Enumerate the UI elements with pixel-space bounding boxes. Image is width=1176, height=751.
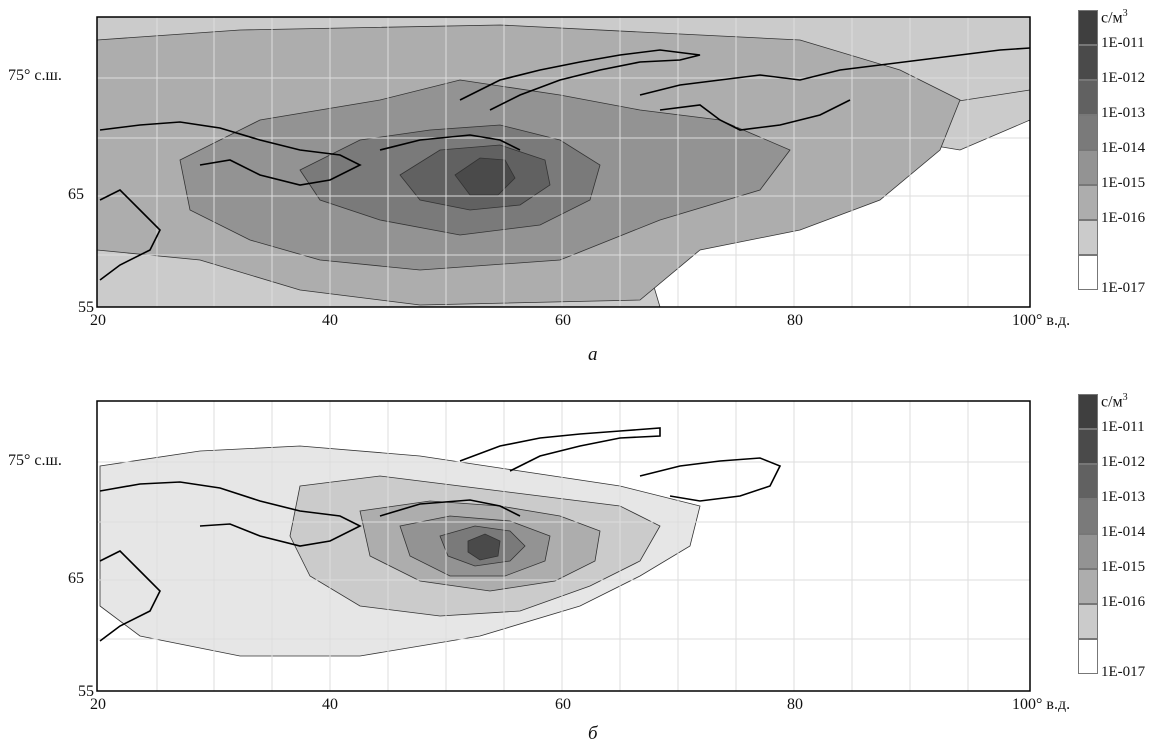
legend-swatch <box>1078 220 1098 255</box>
x-tick-80: 80 <box>787 696 803 713</box>
x-tick-60: 60 <box>555 696 571 713</box>
x-tick-60: 60 <box>555 312 571 329</box>
legend-swatch <box>1078 185 1098 220</box>
contour-map-a <box>96 16 1031 308</box>
legend-swatch <box>1078 80 1098 115</box>
y-tick-55: 55 <box>78 299 94 316</box>
legend-swatch <box>1078 429 1098 464</box>
coastline-b <box>99 427 782 642</box>
panel-caption-b: б <box>588 723 598 744</box>
x-tick-80: 80 <box>787 312 803 329</box>
x-tick-40: 40 <box>322 696 338 713</box>
y-tick-65: 65 <box>68 186 84 203</box>
x-tick-100: 100° в.д. <box>1012 696 1071 713</box>
legend-level: 1E-011 <box>1101 35 1145 51</box>
legend-swatch <box>1078 150 1098 185</box>
legend-swatch <box>1078 569 1098 604</box>
map-panel-a: 75° с.ш. 65 55 20 40 60 80 100° в.д. а с… <box>0 0 1176 375</box>
map-panel-b: 75° с.ш. 65 55 20 40 60 80 100° в.д. б с… <box>0 376 1176 751</box>
legend-level: 1E-015 <box>1101 559 1146 575</box>
legend-swatch <box>1078 394 1098 429</box>
legend-level: 1E-015 <box>1101 175 1146 191</box>
contour-map-b <box>96 400 1031 692</box>
legend-swatch <box>1078 464 1098 499</box>
legend-swatch <box>1078 255 1098 290</box>
legend-unit: с/м3 <box>1101 392 1128 411</box>
coastline-a <box>99 47 1030 281</box>
legend-swatch <box>1078 115 1098 150</box>
legend-level: 1E-016 <box>1101 594 1146 610</box>
contour-level-1e11-b <box>467 533 501 561</box>
y-tick-65: 65 <box>68 570 84 587</box>
legend-swatch <box>1078 499 1098 534</box>
legend-swatch <box>1078 45 1098 80</box>
legend-level: 1E-013 <box>1101 105 1146 121</box>
x-tick-40: 40 <box>322 312 338 329</box>
x-tick-100: 100° в.д. <box>1012 312 1071 329</box>
x-tick-20: 20 <box>90 312 106 329</box>
legend-level: 1E-017 <box>1101 664 1146 680</box>
legend-swatch <box>1078 534 1098 569</box>
legend-swatch <box>1078 639 1098 674</box>
legend-level: 1E-013 <box>1101 489 1146 505</box>
legend-unit: с/м3 <box>1101 8 1128 27</box>
legend-swatch <box>1078 604 1098 639</box>
x-tick-20: 20 <box>90 696 106 713</box>
legend-level: 1E-014 <box>1101 524 1146 540</box>
panel-caption-a: а <box>588 344 598 365</box>
legend-level: 1E-017 <box>1101 280 1146 296</box>
legend-level: 1E-012 <box>1101 454 1146 470</box>
legend-level: 1E-014 <box>1101 140 1146 156</box>
y-tick-55: 55 <box>78 683 94 700</box>
legend-level: 1E-011 <box>1101 419 1145 435</box>
legend-swatch <box>1078 10 1098 45</box>
y-tick-75: 75° с.ш. <box>8 67 62 84</box>
legend-level: 1E-016 <box>1101 210 1146 226</box>
legend-level: 1E-012 <box>1101 70 1146 86</box>
contour-level-1e11-a <box>454 157 516 196</box>
y-tick-75: 75° с.ш. <box>8 452 62 469</box>
